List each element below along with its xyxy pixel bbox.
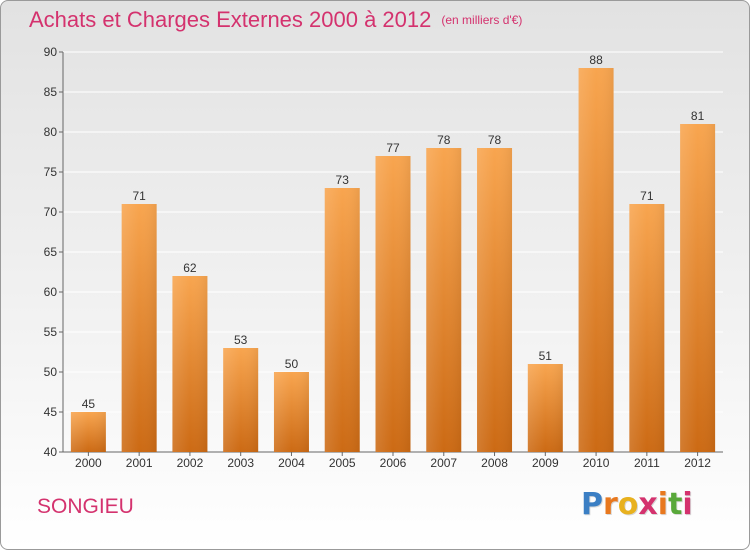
bar-shine (629, 204, 665, 452)
data-label: 71 (132, 189, 146, 203)
bar-shine (375, 156, 411, 452)
x-tick-label: 2008 (481, 456, 508, 470)
label-layer: 45 71 62 53 50 73 77 78 78 51 88 71 81 (82, 53, 705, 411)
y-tick-label: 75 (44, 165, 58, 179)
data-label: 62 (183, 261, 197, 275)
logo-letter: i (657, 487, 669, 522)
bar-shine (273, 372, 309, 452)
x-tick-label: 2011 (634, 456, 660, 470)
bar-shine (121, 204, 157, 452)
x-tick-label: 2004 (278, 456, 305, 470)
data-label: 77 (386, 141, 400, 155)
data-label: 53 (234, 333, 248, 347)
x-tick-label: 2002 (177, 456, 204, 470)
x-tick-label: 2000 (75, 456, 102, 470)
chart-title-text: Achats et Charges Externes 2000 à 2012 (29, 7, 432, 32)
logo-letter: x (638, 487, 658, 522)
x-tick-label: 2012 (684, 456, 711, 470)
logo-letter: i (682, 487, 693, 522)
x-tick-label: 2007 (430, 456, 457, 470)
data-label: 78 (488, 133, 502, 147)
bar-shine (223, 348, 259, 452)
bar-shine (324, 188, 360, 452)
y-tick-label: 55 (44, 325, 58, 339)
chart-title: Achats et Charges Externes 2000 à 2012 (e… (29, 7, 522, 33)
logo-letter: r (603, 487, 618, 522)
y-tick-label: 45 (44, 405, 58, 419)
bar-shine (477, 148, 513, 452)
y-tick-label: 65 (44, 245, 58, 259)
logo-letter: P (581, 487, 603, 522)
logo-letter: o (617, 487, 639, 522)
data-label: 78 (437, 133, 451, 147)
bar-shine (70, 412, 106, 452)
y-tick-label: 90 (44, 45, 58, 59)
data-label: 81 (691, 109, 705, 123)
x-tick-label: 2003 (227, 456, 254, 470)
x-tick-label: 2005 (329, 456, 356, 470)
logo-letter: t (668, 487, 683, 522)
bar-shine (426, 148, 462, 452)
x-tick-label: 2006 (380, 456, 407, 470)
data-label: 88 (589, 53, 603, 67)
x-tick-label: 2010 (583, 456, 610, 470)
data-label: 71 (640, 189, 654, 203)
y-tick-label: 85 (44, 85, 58, 99)
y-tick-label: 50 (44, 365, 58, 379)
proxiti-logo: Proxiti (581, 487, 693, 522)
bar-layer (70, 68, 716, 452)
data-label: 45 (82, 397, 96, 411)
data-label: 50 (285, 357, 299, 371)
commune-name: SONGIEU (37, 495, 134, 518)
y-tick-label: 70 (44, 205, 58, 219)
bar-shine (680, 124, 716, 452)
data-label: 51 (539, 349, 553, 363)
y-tick-label: 40 (44, 445, 58, 459)
bar-shine (578, 68, 614, 452)
x-tick-label: 2009 (532, 456, 559, 470)
chart-unit: (en milliers d'€) (441, 13, 523, 27)
x-tick-label: 2001 (126, 456, 153, 470)
bar-shine (172, 276, 208, 452)
bar-shine (527, 364, 563, 452)
y-tick-label: 60 (44, 285, 58, 299)
data-label: 73 (336, 173, 350, 187)
y-tick-label: 80 (44, 125, 58, 139)
